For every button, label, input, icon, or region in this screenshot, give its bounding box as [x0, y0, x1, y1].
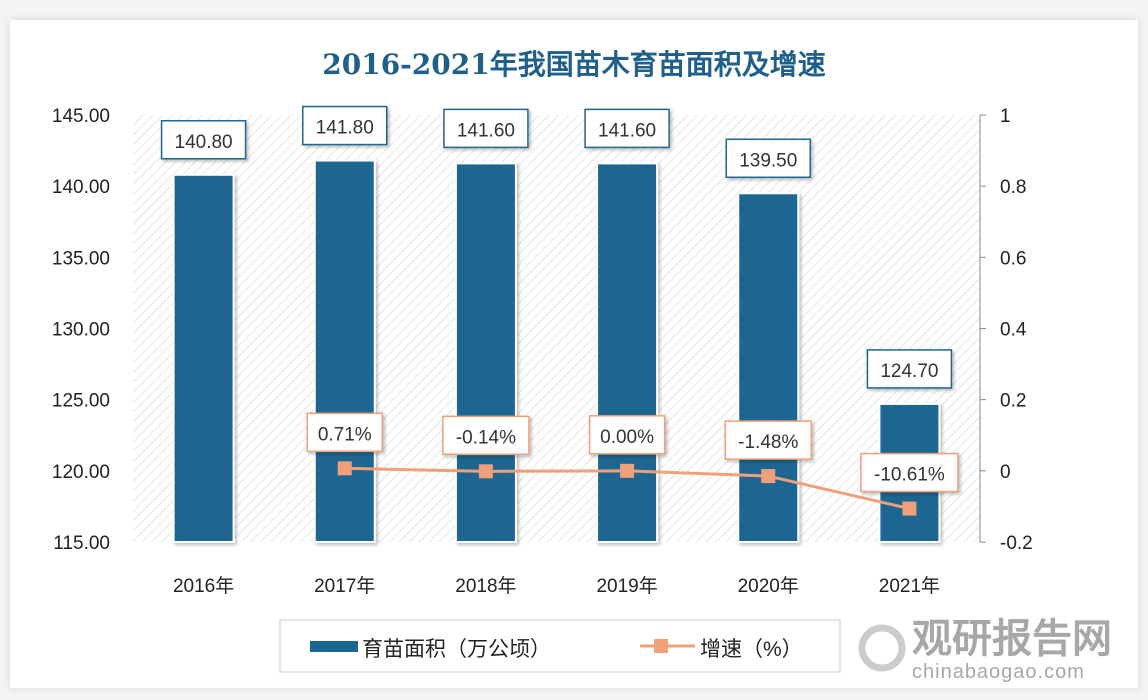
legend-box — [279, 619, 841, 673]
watermark-logo-icon — [858, 624, 906, 672]
bar-data-label: 124.70 — [880, 361, 938, 382]
line-data-label-box — [306, 412, 383, 453]
bar-data-label: 141.60 — [598, 120, 656, 141]
left-axis-tick-label: 140.00 — [52, 177, 110, 198]
x-axis-tick-label: 2021年 — [879, 575, 940, 597]
chart-card: 2016-2021年我国苗木育苗面积及增速 115.00 120.00 125.00… — [10, 20, 1138, 688]
bar-data-label: 140.80 — [175, 132, 233, 153]
left-axis-tick-label: 115.00 — [53, 533, 110, 554]
right-axis-tick-label: 0.2 — [1000, 391, 1026, 412]
legend-label-bars: 育苗面积（万公顷） — [362, 638, 551, 661]
watermark-cn: 观研报告网 — [912, 617, 1112, 661]
x-axis-tick-label: 2018年 — [455, 575, 516, 597]
bar-data-label: 141.60 — [457, 120, 515, 141]
line-data-label-box — [860, 452, 959, 493]
x-axis-tick-label: 2020年 — [738, 575, 799, 597]
legend-bar-swatch — [310, 641, 358, 652]
legend: 育苗面积（万公顷） 增速（%） — [279, 619, 841, 673]
right-axis-tick-label: 1 — [1000, 106, 1011, 127]
line-marker — [761, 469, 776, 484]
watermark-en: chinabaogao.com — [912, 661, 1085, 683]
line-data-label: 0.71% — [318, 424, 372, 445]
bar-data-label-box — [160, 120, 247, 160]
line-data-label-box — [724, 420, 812, 460]
right-axis-tick-label: 0.6 — [1000, 248, 1026, 269]
bar — [313, 159, 376, 543]
left-axis-tick-label: 125.00 — [52, 391, 110, 412]
bar — [172, 173, 235, 543]
line-marker — [620, 463, 635, 478]
bar — [596, 162, 659, 543]
line-data-label: -1.48% — [738, 432, 798, 453]
left-axis-tick-label: 130.00 — [52, 320, 110, 341]
bar-data-label: 139.50 — [739, 150, 797, 171]
line-data-label-box — [588, 415, 666, 455]
bar-data-label-box — [302, 105, 388, 146]
line-data-label: -0.14% — [456, 427, 516, 448]
right-axis-tick-label: -0.2 — [1000, 533, 1033, 554]
bar-data-label-box — [584, 108, 670, 149]
x-axis-tick-label: 2017年 — [314, 575, 375, 597]
x-axis-tick-label: 2016年 — [173, 575, 234, 597]
bar-data-label-box — [725, 138, 811, 179]
right-axis-tick-label: 0.8 — [1000, 177, 1026, 198]
bar-data-label-box — [866, 349, 953, 389]
left-axis-tick-label: 135.00 — [52, 248, 110, 269]
bar — [454, 162, 517, 543]
x-axis-tick-label: 2019年 — [596, 575, 657, 597]
plot-background — [133, 115, 980, 542]
line-marker — [337, 461, 352, 476]
watermark: 观研报告网 chinabaogao.com — [858, 617, 1112, 683]
line-data-label-box — [442, 415, 530, 456]
bar — [737, 192, 800, 544]
line-data-label: -10.61% — [874, 465, 945, 486]
right-axis-tick-label: 0 — [1000, 462, 1011, 483]
legend-label-line: 增速（%） — [700, 638, 803, 661]
bar-data-label-box — [443, 108, 529, 149]
chart-title: 2016-2021年我国苗木育苗面积及增速 — [322, 48, 825, 81]
line-marker — [478, 464, 493, 479]
chart: 2016-2021年我国苗木育苗面积及增速 115.00 120.00 125.00… — [52, 48, 1112, 683]
right-axis-tick-label: 0.4 — [1000, 320, 1027, 341]
line-data-label: 0.00% — [600, 427, 654, 448]
left-axis-tick-label: 120.00 — [52, 462, 110, 483]
legend-line-marker — [654, 639, 668, 653]
line-marker — [902, 501, 917, 516]
bar-data-label: 141.80 — [316, 118, 374, 139]
left-axis-tick-label: 145.00 — [52, 106, 110, 127]
